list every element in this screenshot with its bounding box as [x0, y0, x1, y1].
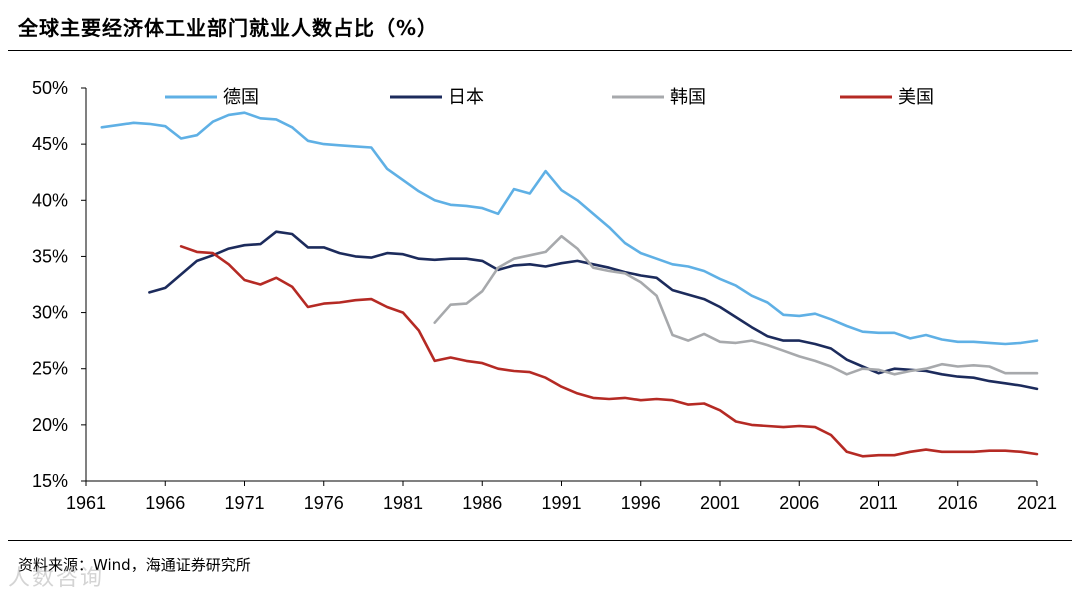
source-note: 资料来源：Wind，海通证券研究所 — [18, 556, 251, 574]
watermark: 人数咨询 — [8, 566, 105, 591]
series-line — [433, 234, 1039, 376]
y-tick-label: 30% — [32, 303, 68, 323]
y-tick-label: 45% — [32, 134, 68, 154]
y-tick-label: 15% — [32, 471, 68, 491]
x-tick-label: 1991 — [541, 493, 581, 513]
y-tick-label: 40% — [32, 190, 68, 210]
y-tick-label: 35% — [32, 246, 68, 266]
series-line — [179, 245, 1039, 458]
x-tick-label: 1996 — [621, 493, 661, 513]
legend-label: 美国 — [898, 87, 934, 108]
x-tick-label: 2016 — [938, 493, 978, 513]
x-tick-label: 1981 — [383, 493, 423, 513]
x-tick-label: 1976 — [304, 493, 344, 513]
bottom-divider — [8, 540, 1072, 541]
x-tick-label: 1966 — [145, 493, 185, 513]
series-line — [100, 111, 1039, 346]
y-axis-tick-labels: 15% 20% 25% 30% 35% 40% 45% 50% — [32, 78, 68, 491]
chart-title: 全球主要经济体工业部门就业人数占比（%） — [18, 16, 439, 40]
y-tick-label: 50% — [32, 78, 68, 98]
chart-legend: 德国 日本 韩国 美国 — [165, 87, 934, 108]
x-tick-label: 2011 — [859, 493, 898, 513]
x-tick-label: 2006 — [779, 493, 819, 513]
x-tick-label: 1986 — [462, 493, 502, 513]
legend-label: 韩国 — [670, 87, 706, 108]
line-chart: 15% 20% 25% 30% 35% 40% 45% 50% 1961 1966 1971 197… — [32, 78, 1057, 513]
y-tick-label: 20% — [32, 415, 68, 435]
x-tick-label: 2021 — [1017, 493, 1057, 513]
legend-label: 日本 — [448, 87, 484, 108]
series-lines — [100, 111, 1039, 458]
x-tick-label: 1971 — [224, 493, 264, 513]
chart-axes — [81, 87, 1038, 486]
x-tick-label: 2001 — [700, 493, 740, 513]
x-axis-tick-labels: 1961 1966 1971 1976 1981 1986 1991 1996 2001 2006… — [66, 493, 1057, 513]
x-tick-label: 1961 — [66, 493, 106, 513]
legend-label: 德国 — [223, 87, 259, 108]
y-tick-label: 25% — [32, 359, 68, 379]
top-divider — [8, 50, 1072, 51]
series-line — [148, 230, 1039, 391]
